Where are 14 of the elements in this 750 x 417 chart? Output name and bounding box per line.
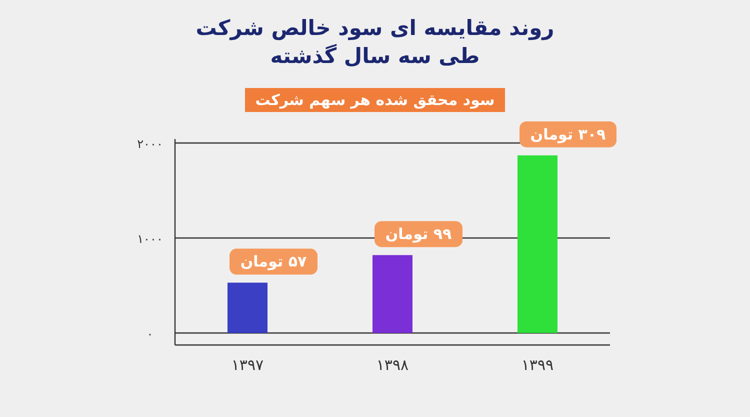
annotation: ۹۹ تومان (385, 225, 452, 244)
annotation: ۵۷ تومان (240, 252, 307, 271)
y-tick-label: ۲۰۰۰ (137, 137, 163, 151)
bar (372, 255, 412, 333)
x-tick-label: ۱۳۹۸ (376, 356, 409, 374)
y-tick-label: ۱۰۰۰ (137, 232, 163, 246)
annotation: ۳۰۹ تومان (530, 125, 606, 144)
y-tick-label: ۰ (146, 327, 154, 341)
x-tick-label: ۱۳۹۹ (521, 356, 554, 374)
bar (228, 282, 268, 333)
chart-subtitle: سود محقق شده هر سهم شرکت (245, 88, 505, 112)
x-tick-label: ۱۳۹۷ (231, 356, 264, 374)
bar (518, 155, 558, 333)
chart-title: روند مقایسه ای سود خالص شرکت طی سه سال گذشته (194, 15, 556, 70)
